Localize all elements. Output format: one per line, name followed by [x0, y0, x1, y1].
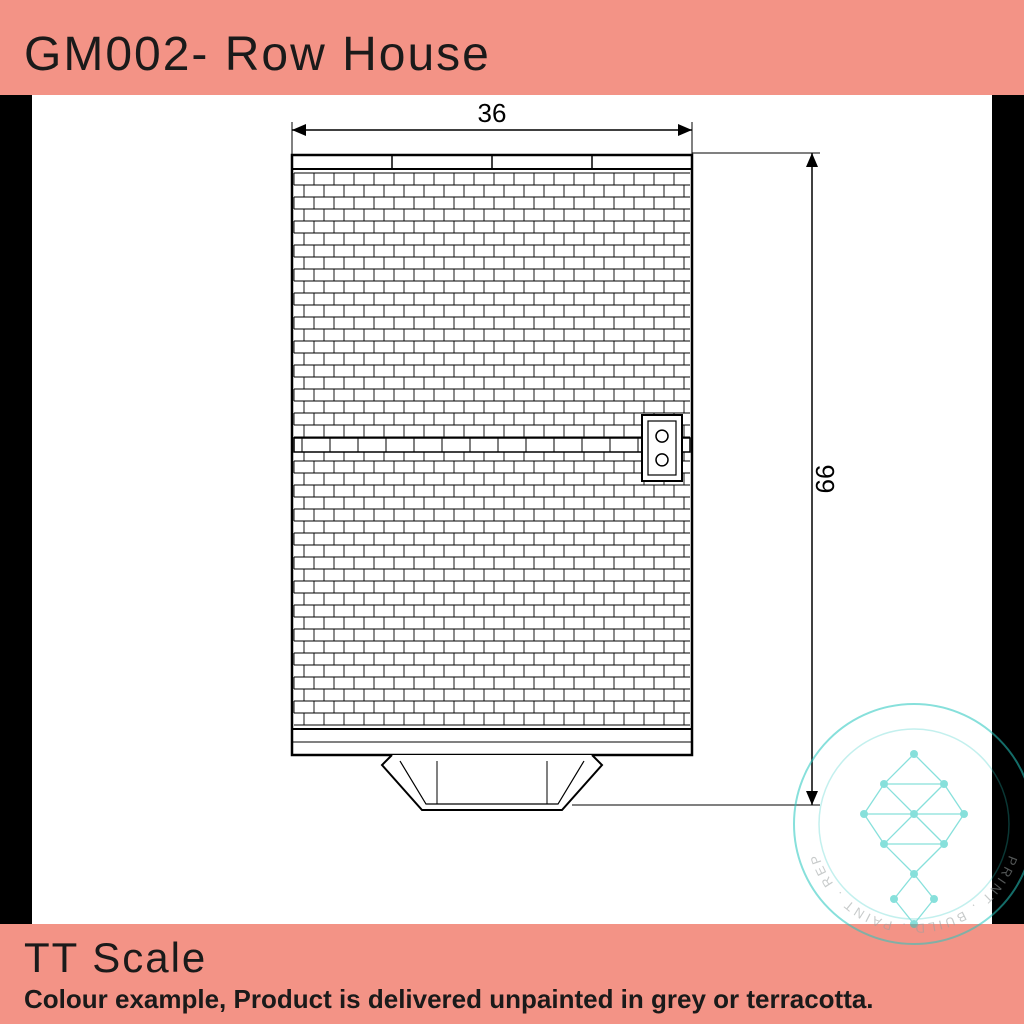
svg-text:36: 36 — [478, 98, 507, 128]
footer-banner: TT Scale Colour example, Product is deli… — [0, 924, 1024, 1024]
colour-note: Colour example, Product is delivered unp… — [24, 984, 1000, 1015]
svg-text:66: 66 — [810, 465, 840, 494]
header-banner: GM002- Row House — [0, 0, 1024, 95]
drawing-area: 3666 PRINT . BUILD . PAINT . REP — [0, 95, 1024, 924]
drawing-svg: 36 66 — [32, 95, 992, 924]
right-black-bar — [992, 95, 1024, 924]
left-black-bar — [0, 95, 32, 924]
scale-label: TT Scale — [24, 934, 1000, 982]
technical-drawing: 36 66 — [32, 95, 992, 924]
page-title: GM002- Row House — [24, 27, 491, 82]
